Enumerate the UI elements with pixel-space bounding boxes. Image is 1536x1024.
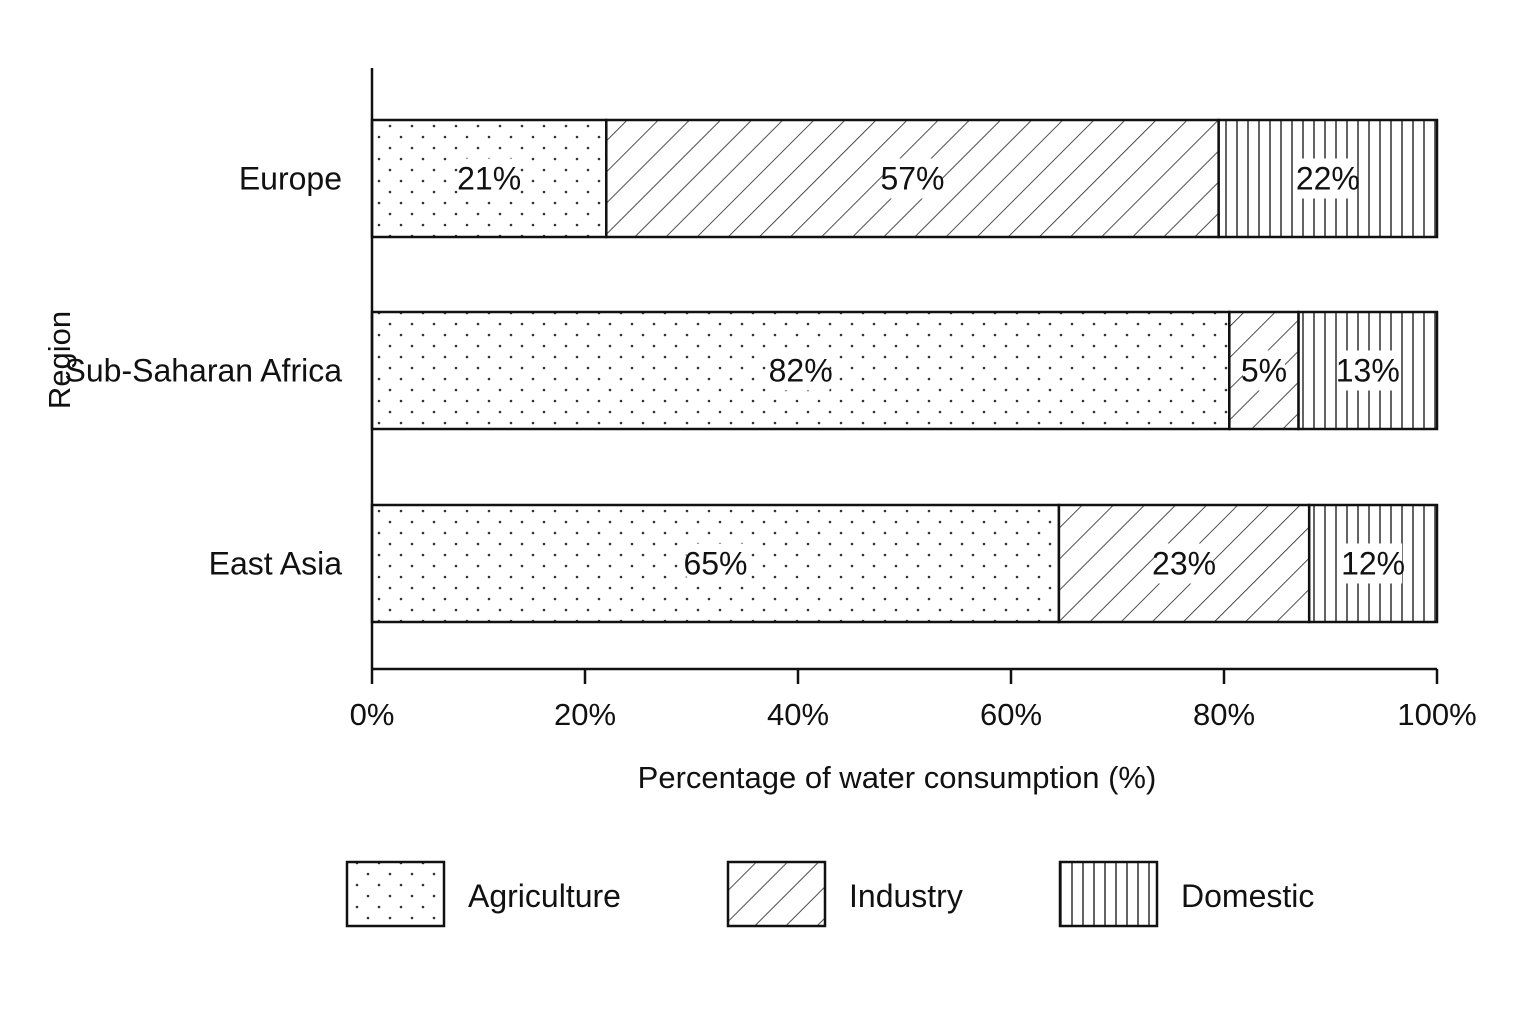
data-label-bg: [1155, 543, 1214, 584]
legend-swatch-industry: [726, 860, 827, 928]
data-label-industry-0: 57%: [880, 161, 944, 197]
data-label-bg: [1338, 350, 1397, 391]
data-label-bg: [771, 350, 830, 391]
data-labels-layer: 21% 57% 22% 82% 5% 13% 65% 23% 12%: [457, 158, 1405, 584]
legend-label-industry: Industry: [849, 878, 963, 914]
data-label-domestic-2: 12%: [1341, 546, 1405, 582]
data-label-bg: [1298, 158, 1357, 199]
legend-label-agriculture: Agriculture: [468, 878, 621, 914]
category-labels-layer: Europe Sub-Saharan Africa East Asia: [65, 161, 343, 582]
data-label-domestic-0: 22%: [1296, 161, 1360, 197]
y-axis-title: Region: [42, 311, 77, 409]
x-tick-label: 0%: [350, 697, 395, 732]
x-tick-label: 60%: [980, 697, 1042, 732]
legend-swatch-domestic: [1058, 860, 1159, 928]
category-label: Sub-Saharan Africa: [65, 353, 343, 389]
x-tick-label: 40%: [767, 697, 829, 732]
data-label-industry-1: 5%: [1241, 353, 1287, 389]
data-label-bg: [686, 543, 745, 584]
data-label-agriculture-0: 21%: [457, 161, 521, 197]
category-label: East Asia: [209, 546, 343, 582]
data-label-bg: [1242, 350, 1285, 391]
x-tick-label: 20%: [554, 697, 616, 732]
x-tick-label: 80%: [1193, 697, 1255, 732]
data-label-bg: [1344, 543, 1403, 584]
legend-swatch-agriculture: [345, 860, 446, 928]
bars-layer: [370, 118, 1439, 624]
x-axis-title: Percentage of water consumption (%): [638, 760, 1157, 795]
data-label-domestic-1: 13%: [1336, 353, 1400, 389]
bar-industry-2: [1057, 503, 1311, 624]
legend: Agriculture Industry Domestic: [345, 860, 1314, 928]
x-ticks-layer: 0% 20% 40% 60% 80% 100%: [350, 669, 1477, 732]
x-tick-label: 100%: [1397, 697, 1476, 732]
category-label: Europe: [239, 161, 342, 197]
data-label-bg: [460, 158, 519, 199]
data-label-agriculture-1: 82%: [769, 353, 833, 389]
legend-label-domestic: Domestic: [1181, 878, 1314, 914]
data-label-agriculture-2: 65%: [683, 546, 747, 582]
data-label-industry-2: 23%: [1152, 546, 1216, 582]
data-label-bg: [883, 158, 942, 199]
